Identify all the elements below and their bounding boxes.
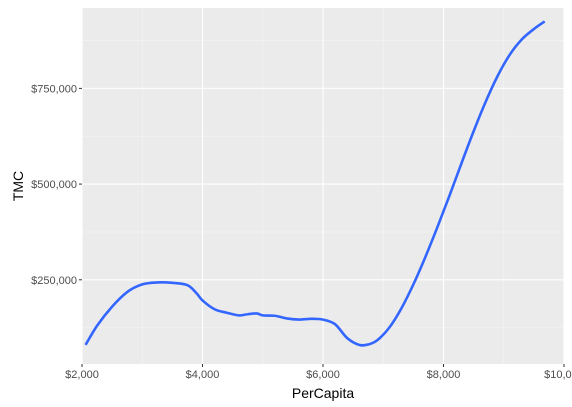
x-tick-label: $2,000 <box>65 369 99 381</box>
x-axis-title: PerCapita <box>292 385 354 401</box>
x-tick-label: $6,000 <box>306 369 340 381</box>
x-axis: $2,000 $4,000 $6,000 $8,000 $10,000 <box>65 364 572 381</box>
y-axis-title: TMC <box>10 171 26 201</box>
x-tick-label: $8,000 <box>427 369 461 381</box>
y-tick-label: $750,000 <box>31 83 77 95</box>
y-tick-label: $500,000 <box>31 179 77 191</box>
series-line <box>84 20 546 347</box>
x-tick-label: $10,000 <box>544 369 572 381</box>
major-grid <box>81 8 565 364</box>
series-layer <box>84 20 546 347</box>
y-tick-label: $250,000 <box>31 275 77 287</box>
y-axis: $250,000 $500,000 $750,000 <box>31 83 82 287</box>
x-tick-label: $4,000 <box>186 369 220 381</box>
